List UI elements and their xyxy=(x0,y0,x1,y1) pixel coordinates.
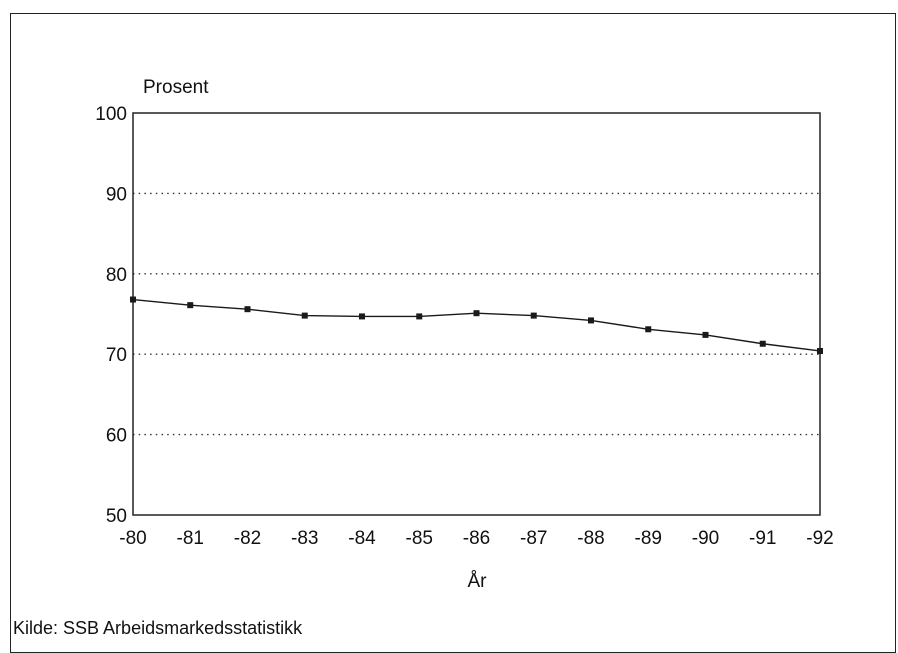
data-point-marker xyxy=(187,302,194,309)
x-tick-label: -80 xyxy=(119,528,146,549)
x-axis-label: År xyxy=(468,571,488,592)
x-tick-label: -81 xyxy=(177,528,204,549)
source-note: Kilde: SSB Arbeidsmarkedsstatistikk xyxy=(13,618,303,638)
data-point-marker xyxy=(702,331,709,338)
y-tick-label: 50 xyxy=(106,506,127,527)
y-tick-label: 60 xyxy=(106,426,127,447)
data-point-marker xyxy=(416,313,423,320)
x-tick-label: -87 xyxy=(520,528,547,549)
data-point-marker xyxy=(301,312,308,319)
data-point-marker xyxy=(130,296,136,303)
data-point-marker xyxy=(588,317,594,324)
y-tick-label: 70 xyxy=(106,345,127,366)
data-point-marker xyxy=(244,306,251,313)
series-line xyxy=(132,298,821,352)
x-tick-label: -92 xyxy=(806,528,833,549)
data-point-marker xyxy=(759,340,766,347)
x-tick-label: -88 xyxy=(577,528,604,549)
data-point-marker xyxy=(645,326,652,333)
data-point-marker xyxy=(473,310,480,317)
y-tick-label: 90 xyxy=(106,184,127,205)
x-tick-label: -85 xyxy=(406,528,433,549)
y-tick-label: 80 xyxy=(106,265,127,286)
x-tick-labels: -80 -81 -82 -83 -84 -85 -86 -87 -88 -89 -90 -91 -92 xyxy=(119,528,833,549)
data-point-marker xyxy=(530,312,537,319)
x-tick-label: -91 xyxy=(749,528,776,549)
y-tick-labels: 100 90 80 70 60 50 xyxy=(95,104,127,527)
grid-lines xyxy=(133,192,820,436)
x-tick-label: -90 xyxy=(692,528,719,549)
x-tick-label: -83 xyxy=(291,528,318,549)
x-tick-label: -86 xyxy=(463,528,490,549)
y-axis-label: Prosent xyxy=(143,77,209,98)
y-tick-label: 100 xyxy=(95,104,127,125)
x-tick-label: -82 xyxy=(234,528,261,549)
plot-area xyxy=(132,112,821,516)
x-tick-label: -84 xyxy=(348,528,376,549)
data-series xyxy=(130,296,823,354)
data-point-marker xyxy=(359,313,365,320)
x-tick-label: -89 xyxy=(635,528,662,549)
data-point-marker xyxy=(817,347,823,354)
